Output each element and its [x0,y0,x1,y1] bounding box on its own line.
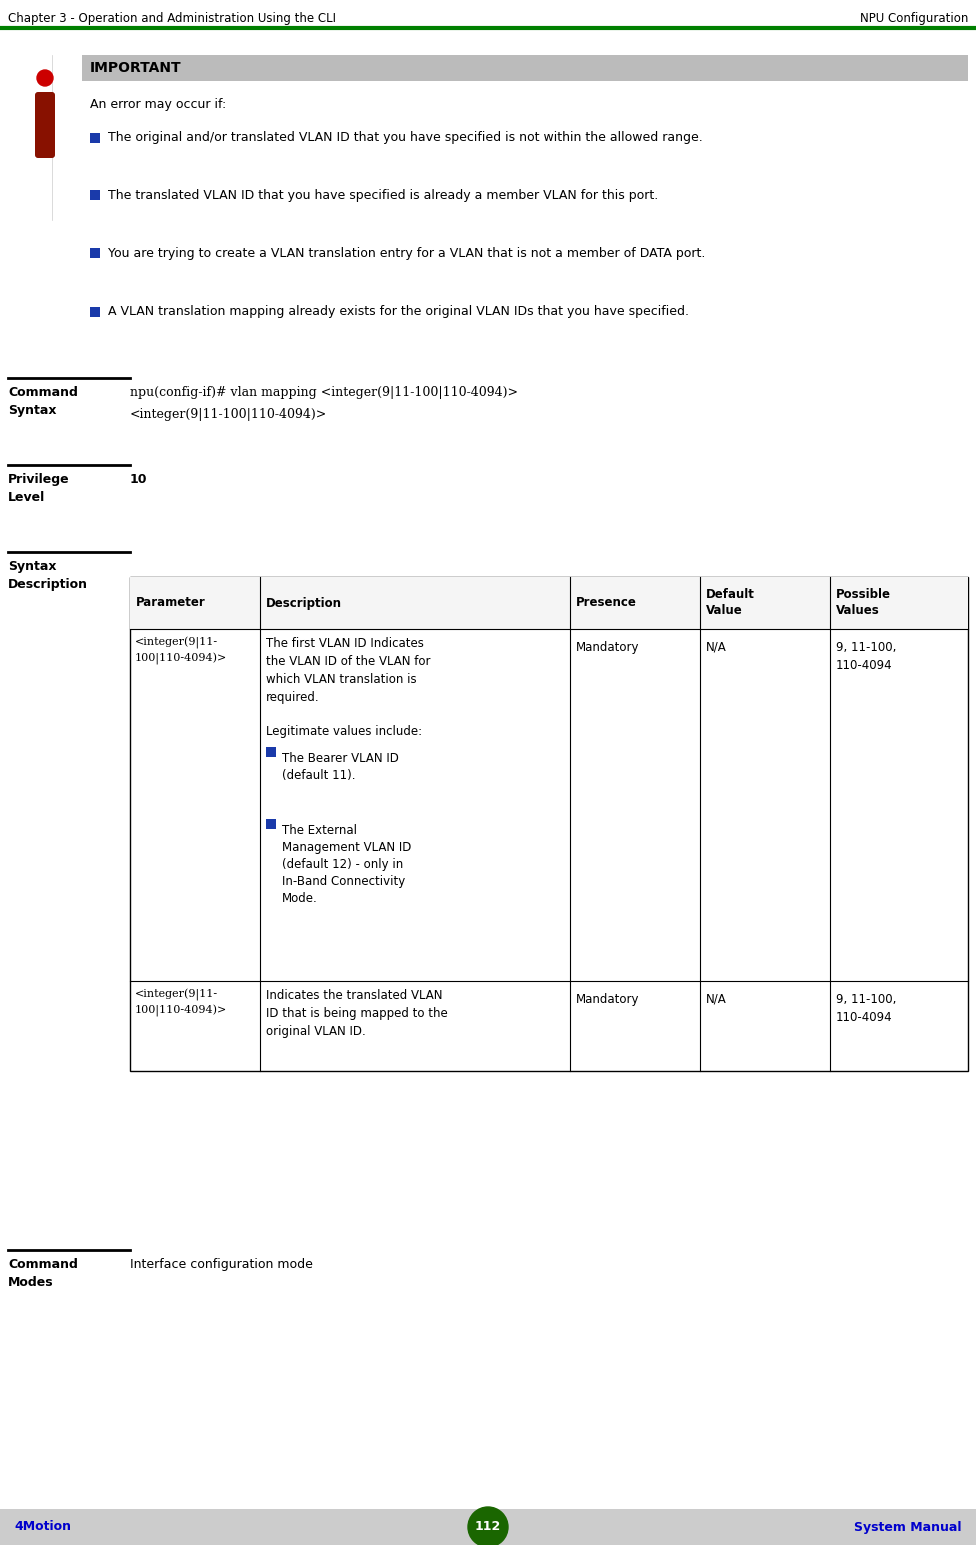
Bar [0,1509,976,1545]
Text: Legitimate values include:: Legitimate values include: [265,725,422,739]
Text: <integer(9|11-
100|110-4094)>: <integer(9|11- 100|110-4094)> [135,989,227,1017]
Bar [130,576,968,1071]
Bar [90,307,100,317]
Bar [90,190,100,199]
Text: System Manual: System Manual [855,1520,962,1534]
Text: Indicates the translated VLAN
ID that is being mapped to the
original VLAN ID.: Indicates the translated VLAN ID that is… [265,989,448,1038]
Bar [265,746,276,757]
Text: NPU Configuration: NPU Configuration [860,12,968,25]
Bar [265,819,276,830]
Text: 4Motion: 4Motion [14,1520,71,1534]
Bar [82,56,968,80]
Text: An error may occur if:: An error may occur if: [90,97,226,111]
Text: The translated VLAN ID that you have specified is already a member VLAN for this: The translated VLAN ID that you have spe… [108,188,658,201]
Text: The Bearer VLAN ID
(default 11).: The Bearer VLAN ID (default 11). [282,752,399,782]
Text: Command
Modes: Command Modes [8,1258,78,1289]
Text: Mandatory: Mandatory [576,993,639,1006]
Text: The External
Management VLAN ID
(default 12) - only in
In-Band Connectivity
Mode: The External Management VLAN ID (default… [282,823,411,905]
Text: A VLAN translation mapping already exists for the original VLAN IDs that you hav: A VLAN translation mapping already exist… [108,306,689,318]
Text: N/A: N/A [706,641,726,654]
Text: Interface configuration mode: Interface configuration mode [130,1258,313,1272]
Text: 10: 10 [130,473,147,487]
Text: <integer(9|11-100|110-4094)>: <integer(9|11-100|110-4094)> [130,408,327,420]
Text: 9, 11-100,
110-4094: 9, 11-100, 110-4094 [835,993,896,1024]
Text: 9, 11-100,
110-4094: 9, 11-100, 110-4094 [835,641,896,672]
Text: Description: Description [265,596,342,609]
Circle shape [468,1506,508,1545]
Text: 112: 112 [475,1520,501,1534]
Bar [90,249,100,258]
Text: Parameter: Parameter [136,596,206,609]
Text: Mandatory: Mandatory [576,641,639,654]
Bar [90,133,100,144]
Text: Privilege
Level: Privilege Level [8,473,69,504]
Text: N/A: N/A [706,993,726,1006]
FancyBboxPatch shape [35,93,55,158]
Circle shape [37,70,53,87]
Text: <integer(9|11-
100|110-4094)>: <integer(9|11- 100|110-4094)> [135,637,227,664]
Text: Syntax
Description: Syntax Description [8,559,88,592]
Text: Possible
Values: Possible Values [835,589,891,618]
Text: Command
Syntax: Command Syntax [8,386,78,417]
Text: The first VLAN ID Indicates
the VLAN ID of the VLAN for
which VLAN translation i: The first VLAN ID Indicates the VLAN ID … [265,637,430,705]
Text: Presence: Presence [576,596,636,609]
Text: You are trying to create a VLAN translation entry for a VLAN that is not a membe: You are trying to create a VLAN translat… [108,247,706,260]
Bar [130,576,968,629]
Text: Default
Value: Default Value [706,589,754,618]
Text: IMPORTANT: IMPORTANT [90,60,182,76]
Text: npu(config-if)# vlan mapping <integer(9|11-100|110-4094)>: npu(config-if)# vlan mapping <integer(9|… [130,386,518,399]
Text: The original and/or translated VLAN ID that you have specified is not within the: The original and/or translated VLAN ID t… [108,131,703,145]
Text: Chapter 3 - Operation and Administration Using the CLI: Chapter 3 - Operation and Administration… [8,12,336,25]
